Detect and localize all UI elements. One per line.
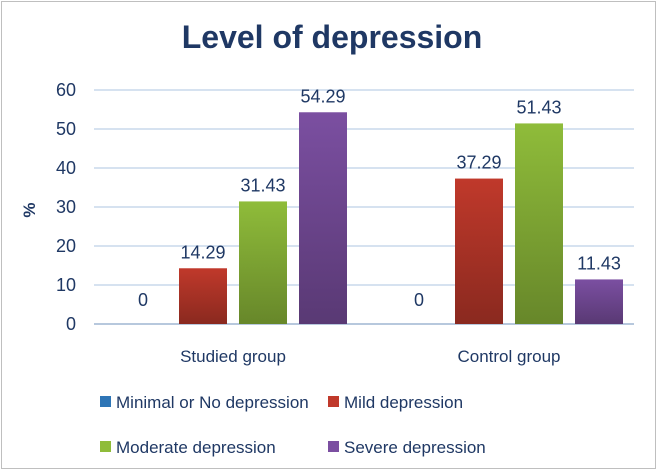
data-labels: 0 14.29 31.43 54.29 0 37.29 51.43 11.43 xyxy=(138,86,621,310)
data-label: 51.43 xyxy=(516,97,561,117)
y-tick-labels: 0 10 20 30 40 50 60 xyxy=(56,80,76,334)
legend-entry: Mild depression xyxy=(344,393,463,412)
legend-entry: Moderate depression xyxy=(116,438,276,457)
chart-title: Level of depression xyxy=(182,19,483,55)
data-label: 31.43 xyxy=(240,175,285,195)
category-label: Studied group xyxy=(180,347,286,366)
legend-swatch xyxy=(328,396,339,407)
data-label: 14.29 xyxy=(180,242,225,262)
bar xyxy=(239,201,287,324)
bar xyxy=(179,268,227,324)
legend-swatch xyxy=(100,441,111,452)
bars xyxy=(179,112,623,324)
legend-entry: Minimal or No depression xyxy=(116,393,309,412)
legend: Minimal or No depression Mild depression M… xyxy=(100,393,486,457)
legend-swatch xyxy=(100,396,111,407)
data-label: 37.29 xyxy=(456,153,501,173)
y-tick-label: 10 xyxy=(56,275,76,295)
legend-swatch xyxy=(328,441,339,452)
bar xyxy=(455,178,503,324)
y-tick-label: 60 xyxy=(56,80,76,100)
bar xyxy=(575,279,623,324)
y-tick-label: 20 xyxy=(56,236,76,256)
category-label: Control group xyxy=(457,347,560,366)
data-label: 54.29 xyxy=(300,86,345,106)
category-labels: Studied group Control group xyxy=(180,347,560,366)
data-label: 0 xyxy=(414,290,424,310)
y-tick-label: 50 xyxy=(56,119,76,139)
bar xyxy=(515,123,563,324)
y-tick-label: 0 xyxy=(66,314,76,334)
bar xyxy=(299,112,347,324)
legend-entry: Severe depression xyxy=(344,438,486,457)
data-label: 0 xyxy=(138,290,148,310)
data-label: 11.43 xyxy=(577,253,621,273)
y-tick-label: 40 xyxy=(56,158,76,178)
y-tick-label: 30 xyxy=(56,197,76,217)
y-axis-label: % xyxy=(20,202,39,217)
